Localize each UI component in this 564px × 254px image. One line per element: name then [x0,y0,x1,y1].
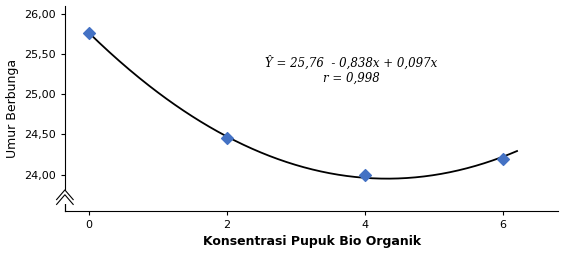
Polygon shape [40,190,90,204]
Point [85,31,94,35]
X-axis label: Konsentrasi Pupuk Bio Organik: Konsentrasi Pupuk Bio Organik [202,235,421,248]
Point [499,156,508,161]
Y-axis label: Umur Berbunga: Umur Berbunga [6,59,19,158]
Point [360,173,369,177]
Point [223,136,232,140]
Text: Ŷ = 25,76  - 0,838x + 0,097x
r = 0,998: Ŷ = 25,76 - 0,838x + 0,097x r = 0,998 [265,55,438,85]
